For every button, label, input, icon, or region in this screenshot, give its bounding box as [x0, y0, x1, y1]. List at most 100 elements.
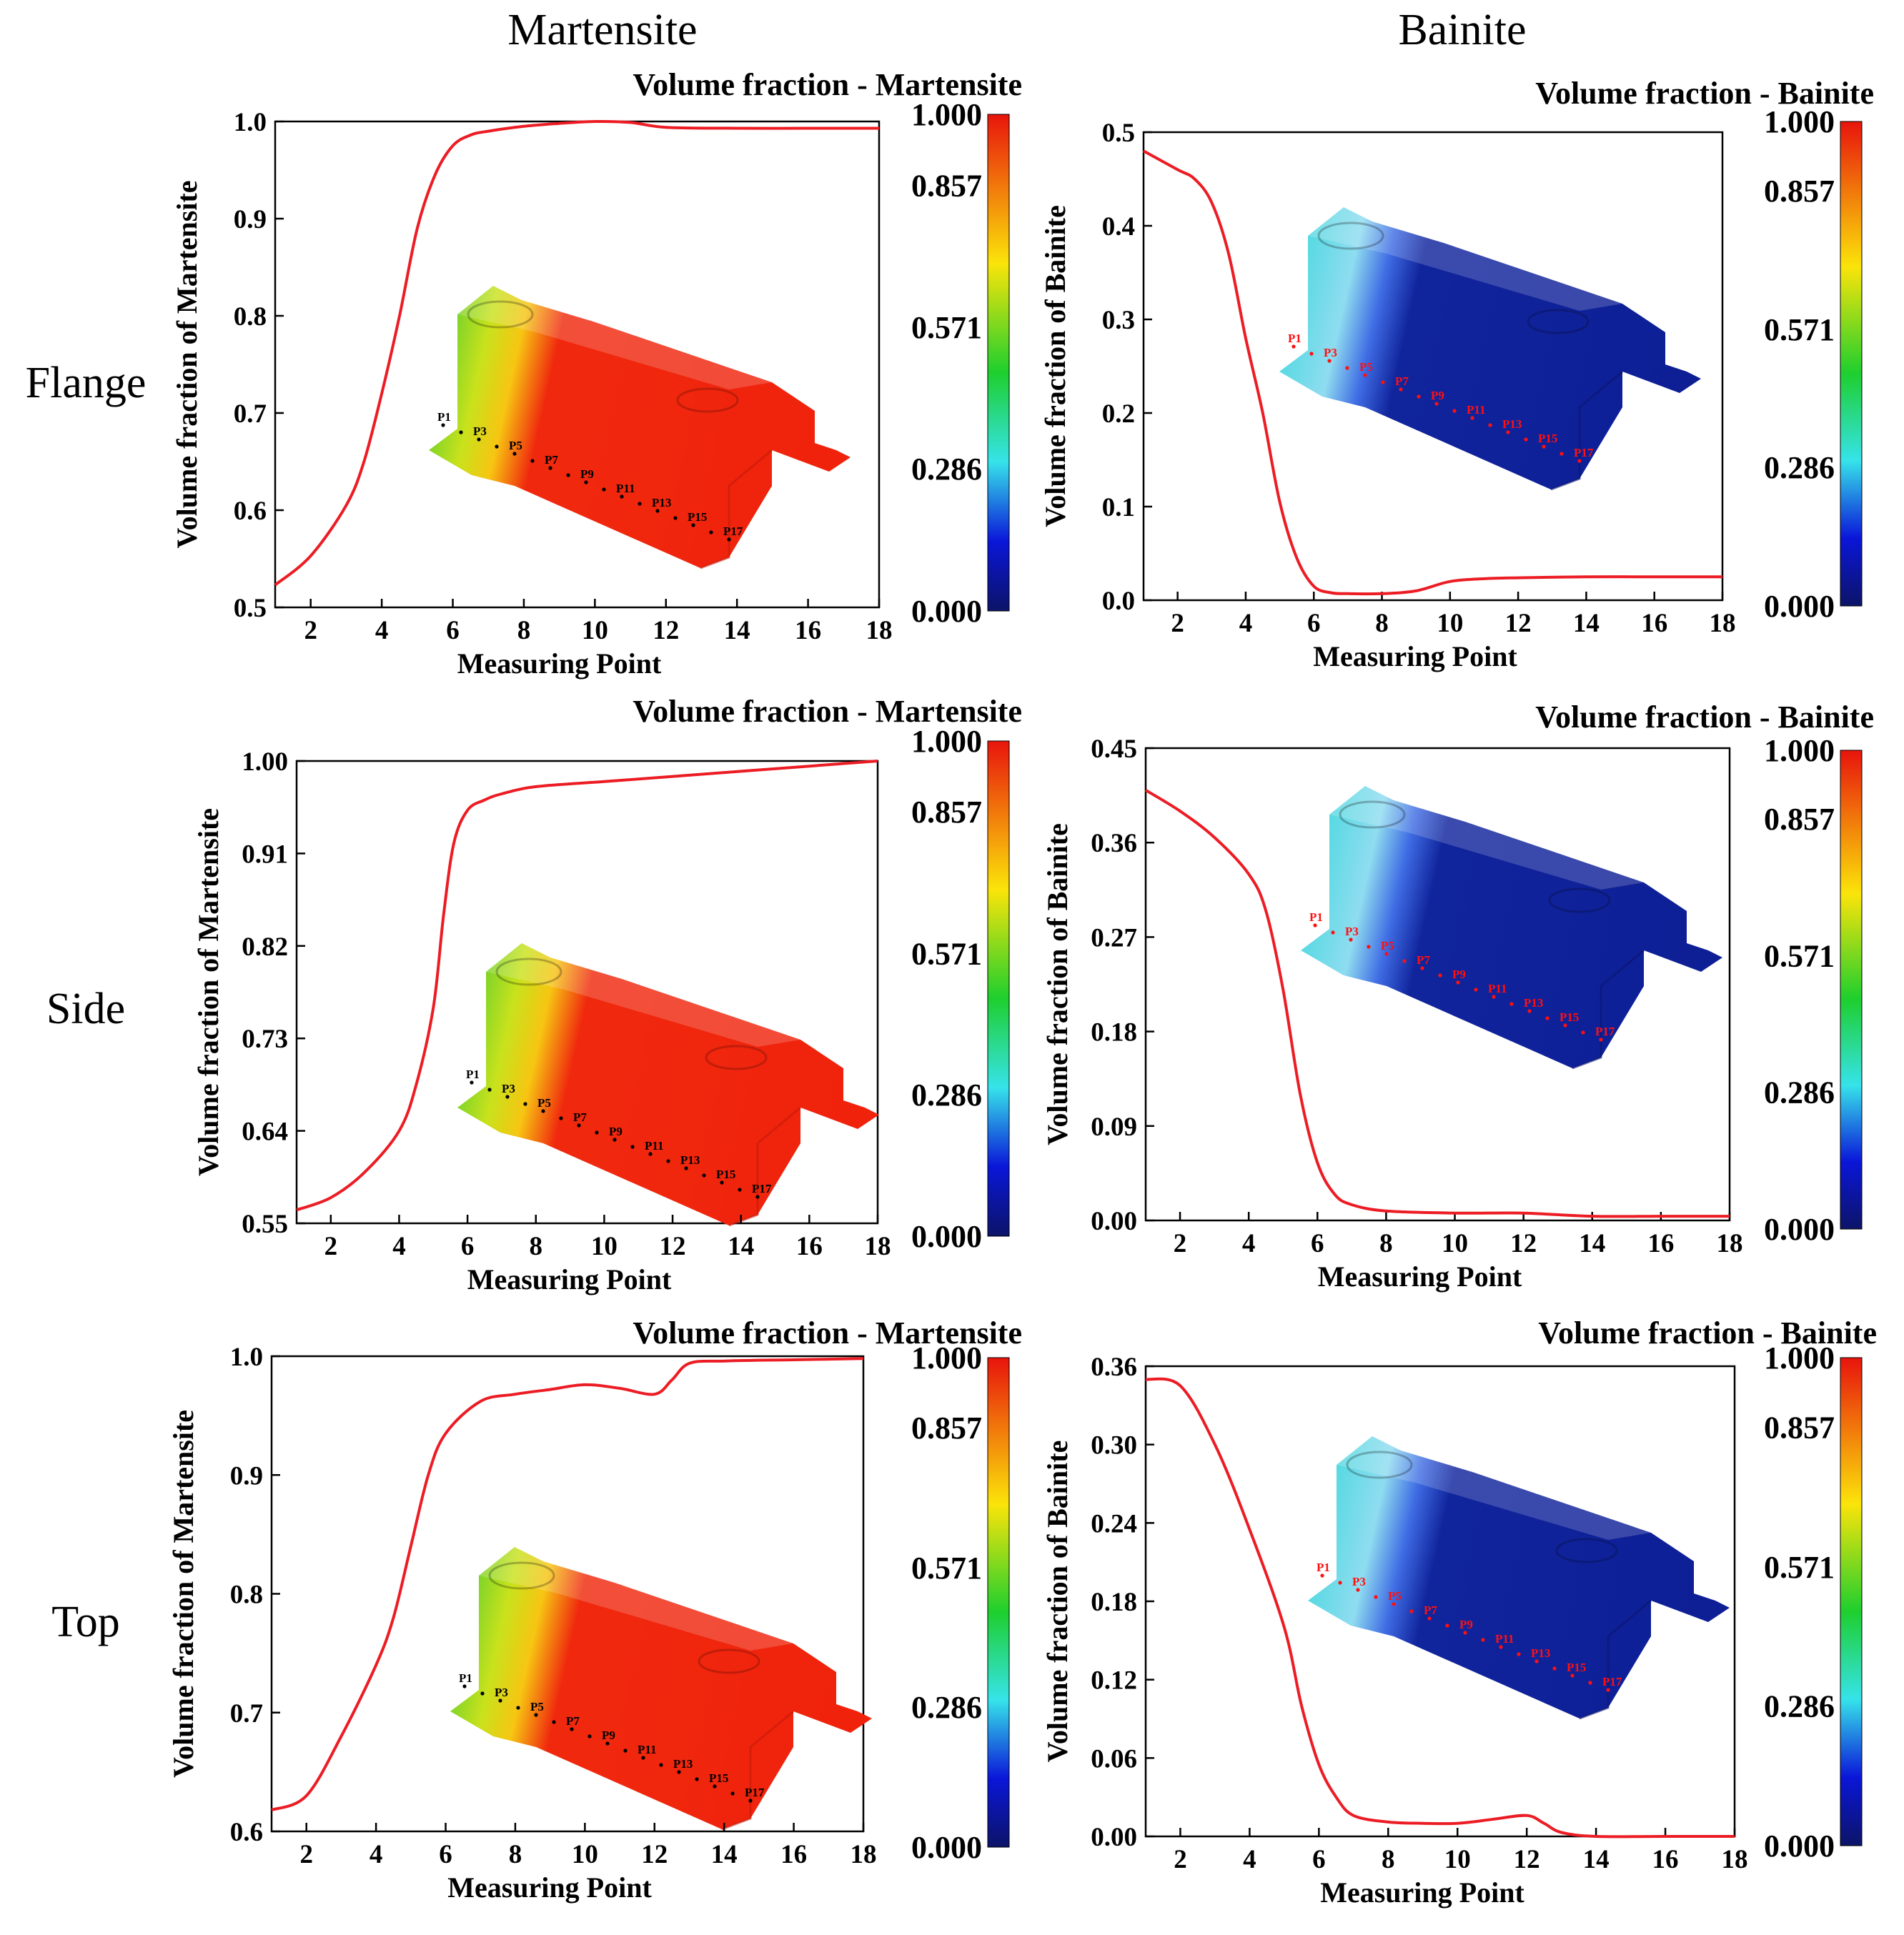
x-tick-label: 6: [461, 1232, 475, 1261]
measuring-point-marker: [1581, 1030, 1585, 1035]
colorbar-tick-label: 0.571: [911, 310, 982, 345]
part-body: [457, 943, 879, 1225]
part-dimple: [1555, 1538, 1618, 1563]
y-tick-label: 0.36: [1091, 829, 1137, 858]
part-edge: [1572, 949, 1645, 1070]
measuring-point-label: P3: [1345, 925, 1359, 938]
panel-top-martensite: P1 P3 P5 P7 P9 P11 P13 P15 P17 2 4 6 8 10 12 14 16 18 0.6 0…: [167, 1315, 1022, 1904]
measuring-point-marker: [595, 1130, 599, 1135]
x-tick-label: 2: [1171, 609, 1184, 638]
measuring-point-label: P1: [1288, 332, 1301, 345]
measuring-point-marker: [505, 1095, 510, 1099]
measuring-point-marker: [1545, 1016, 1550, 1020]
x-axis-label: Measuring Point: [457, 647, 662, 680]
measuring-point-label: P9: [609, 1125, 623, 1138]
part-top-highlight: [479, 1547, 793, 1651]
measuring-point-label: P17: [745, 1786, 765, 1799]
measuring-point-marker: [1367, 945, 1371, 949]
y-tick-label: 0.18: [1091, 1588, 1137, 1617]
measuring-point-marker: [441, 423, 445, 427]
measuring-point-label: P9: [1431, 389, 1444, 402]
measuring-point-marker: [1588, 1681, 1592, 1685]
measuring-point-label: P5: [530, 1700, 544, 1713]
y-tick-label: 0.2: [1102, 399, 1135, 429]
measuring-point-marker: [559, 1116, 563, 1120]
measuring-point-marker: [1309, 352, 1314, 356]
measuring-point-label: P15: [716, 1168, 735, 1181]
y-axis-label: Volume fraction of Bainite: [1039, 205, 1071, 527]
measuring-point-label: P3: [495, 1686, 508, 1699]
measuring-point-marker: [487, 1088, 492, 1092]
colorbar-title: Volume fraction - Bainite: [1535, 700, 1874, 735]
part-contour-inset: P1 P3 P5 P7 P9 P11 P13 P15 P17: [1279, 207, 1701, 491]
measuring-point-marker: [1509, 1002, 1514, 1006]
measuring-point-label: P7: [566, 1714, 580, 1728]
colorbar-tick-label: 0.857: [911, 168, 982, 203]
y-tick-label: 0.00: [1091, 1207, 1137, 1236]
measuring-point-marker: [673, 516, 678, 520]
measuring-point-label: P7: [1395, 374, 1409, 388]
x-tick-label: 8: [509, 1840, 522, 1869]
x-tick-label: 6: [446, 616, 460, 645]
y-tick-label: 0.30: [1091, 1431, 1137, 1461]
y-tick-label: 0.8: [230, 1581, 263, 1610]
measuring-point-marker: [1552, 1666, 1557, 1671]
x-tick-label: 4: [370, 1840, 383, 1869]
measuring-point-marker: [1445, 1623, 1449, 1628]
measuring-point-marker: [613, 1138, 617, 1142]
measuring-point-label: P9: [602, 1728, 615, 1742]
measuring-point-marker: [1320, 1573, 1324, 1578]
y-tick-label: 0.45: [1091, 735, 1137, 764]
part-dimple: [1346, 1451, 1413, 1479]
measuring-point-label: P5: [537, 1096, 551, 1110]
colorbar-tick-label: 0.857: [911, 795, 982, 830]
y-tick-label: 1.0: [230, 1343, 263, 1372]
measuring-point-marker: [1374, 1595, 1378, 1599]
x-tick-label: 14: [711, 1840, 738, 1869]
part-contour-inset: P1 P3 P5 P7 P9 P11 P13 P15 P17: [450, 1547, 872, 1831]
x-axis-label: Measuring Point: [1318, 1260, 1522, 1293]
y-axis-label: Volume fraction of Martensite: [171, 180, 203, 548]
measuring-point-label: P15: [1567, 1661, 1586, 1674]
measuring-point-label: P13: [1524, 996, 1543, 1010]
measuring-point-label: P9: [580, 467, 594, 481]
x-tick-label: 18: [1710, 609, 1736, 638]
measuring-point-label: P1: [466, 1068, 480, 1081]
x-tick-label: 16: [780, 1840, 807, 1869]
measuring-point-marker: [691, 523, 695, 527]
measuring-point-label: P1: [1309, 910, 1323, 924]
measuring-point-marker: [459, 430, 463, 434]
y-axis-label: Volume fraction of Martensite: [192, 808, 224, 1176]
measuring-point-label: P7: [1424, 1603, 1437, 1617]
measuring-point-marker: [512, 452, 517, 456]
y-tick-label: 0.6: [230, 1818, 263, 1847]
colorbar-tick-label: 0.571: [1764, 1550, 1835, 1585]
measuring-point-marker: [1456, 980, 1460, 985]
measuring-point-marker: [720, 1180, 724, 1185]
measuring-point-label: P9: [1452, 968, 1466, 981]
part-top-highlight: [1329, 786, 1644, 890]
colorbar-tick-label: 1.000: [1764, 104, 1835, 139]
colorbar-tick-label: 0.857: [911, 1411, 982, 1446]
measuring-point-marker: [587, 1734, 592, 1738]
measuring-point-label: P3: [1324, 346, 1337, 359]
series-line-bainite: [1144, 789, 1730, 1218]
measuring-point-marker: [1599, 1038, 1603, 1042]
y-tick-label: 0.18: [1091, 1018, 1137, 1048]
series-line-bainite: [1143, 149, 1722, 596]
measuring-point-marker: [1517, 1652, 1521, 1656]
y-tick-label: 0.5: [234, 594, 267, 623]
y-tick-label: 0.5: [1102, 119, 1135, 148]
x-tick-label: 8: [1379, 1229, 1393, 1258]
measuring-point-label: P13: [1502, 417, 1522, 431]
part-dimple: [698, 1648, 760, 1674]
measuring-point-marker: [1577, 459, 1582, 463]
x-tick-label: 14: [1583, 1845, 1610, 1874]
measuring-point-marker: [659, 1763, 663, 1767]
measuring-point-marker: [605, 1741, 610, 1746]
x-tick-label: 8: [530, 1232, 543, 1261]
x-tick-label: 6: [1307, 609, 1321, 638]
measuring-point-marker: [648, 1152, 653, 1156]
part-edge: [700, 449, 773, 569]
measuring-point-marker: [655, 509, 660, 513]
